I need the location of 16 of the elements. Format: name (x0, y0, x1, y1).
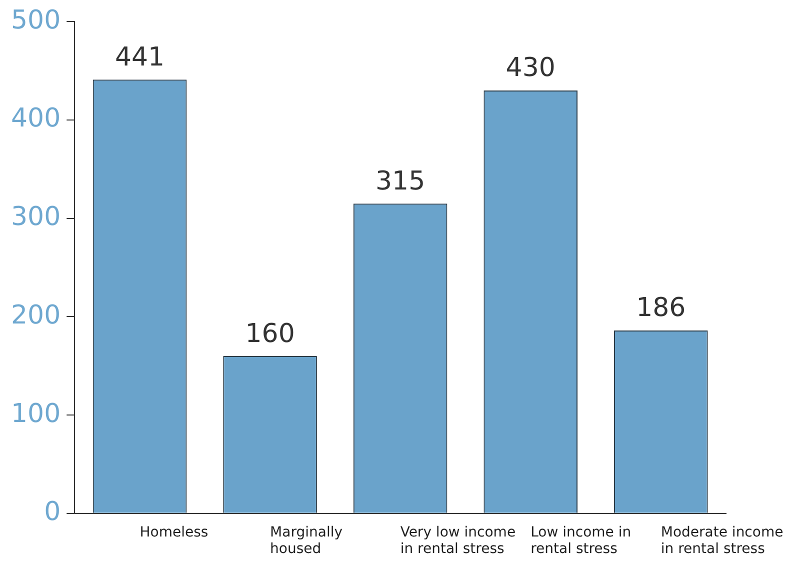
y-tick-label: 0 (44, 497, 61, 528)
y-tick-label: 400 (10, 104, 61, 134)
y-tick-label: 200 (10, 300, 61, 330)
x-tick-label: Homeless (140, 524, 208, 540)
data-label: 315 (376, 166, 426, 196)
y-tick-label: 500 (10, 5, 61, 36)
x-tick-label: Marginally housed (270, 524, 343, 558)
data-label: 186 (636, 293, 686, 324)
x-tick-label: Low income in rental stress (530, 524, 632, 558)
x-tick-label: Moderate income in rental stress (660, 524, 784, 558)
y-tick-label: 300 (10, 202, 61, 232)
y-tick-label: 100 (10, 398, 61, 429)
x-tick-label: Very low income in rental stress (400, 524, 516, 558)
data-label: 441 (114, 42, 165, 72)
data-label: 430 (506, 53, 556, 84)
data-label: 160 (245, 318, 295, 349)
